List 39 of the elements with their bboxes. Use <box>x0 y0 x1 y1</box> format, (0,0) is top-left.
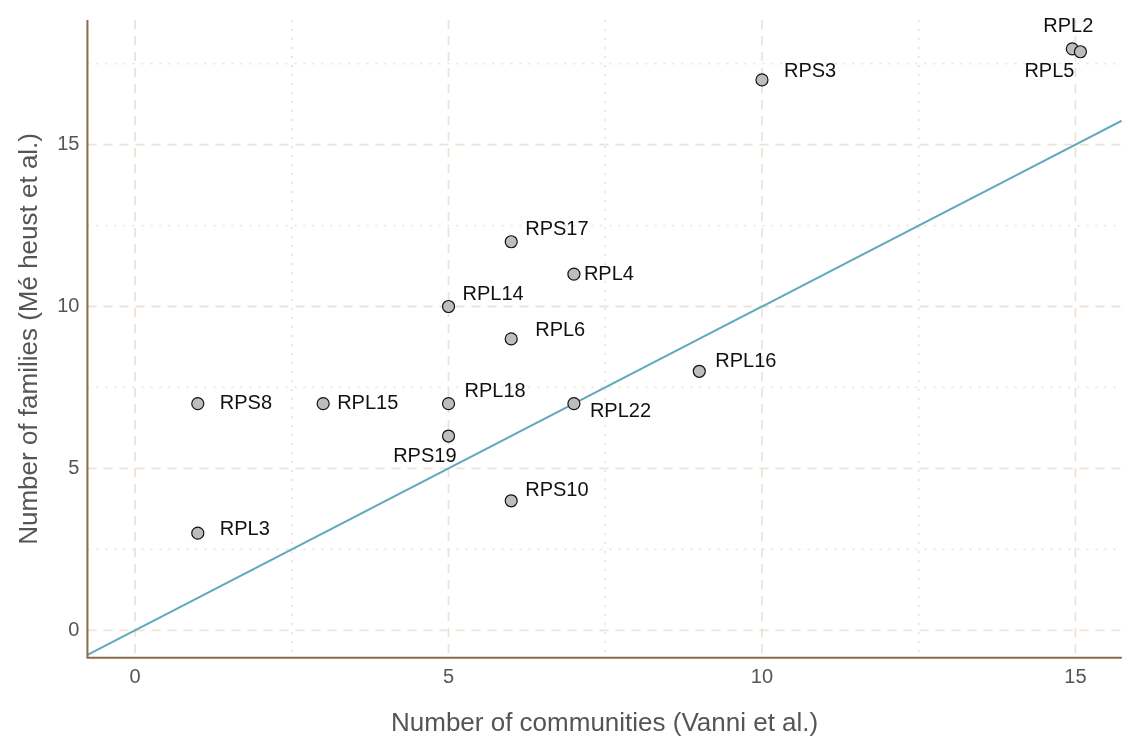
y-tick-label: 10 <box>57 294 80 317</box>
annotation: RPL5 <box>1024 59 1075 82</box>
annotation: RPL15 <box>337 391 399 414</box>
x-tick-label: 0 <box>129 665 141 688</box>
point <box>755 73 769 87</box>
annotation: RPL16 <box>715 348 777 371</box>
annotation: RPL3 <box>219 516 270 539</box>
annotation: RPS19 <box>393 443 457 466</box>
point <box>567 267 581 281</box>
x-axis-title: Number of communities (Vanni et al.) <box>391 706 819 737</box>
annotation: RPL18 <box>464 379 526 402</box>
point <box>1073 45 1088 59</box>
annotation: RPS3 <box>783 59 837 82</box>
annotation: RPL2 <box>1043 14 1094 37</box>
point <box>441 397 456 411</box>
point <box>504 332 518 346</box>
annotation: RPL4 <box>583 261 634 284</box>
x-tick-label: 5 <box>442 665 455 688</box>
point <box>191 397 205 411</box>
annotation: RPS17 <box>525 217 589 240</box>
point <box>504 235 518 249</box>
x-tick-label: 10 <box>750 665 774 688</box>
annotation: RPL14 <box>462 282 524 305</box>
point <box>504 494 518 508</box>
y-axis-title: Number of families (Mé heust et al.) <box>12 132 43 545</box>
point <box>316 397 330 411</box>
y-tick-label: 5 <box>68 455 80 478</box>
point <box>567 397 581 411</box>
annotation: RPL22 <box>589 399 652 422</box>
annotation: RPS8 <box>219 391 273 414</box>
point <box>441 429 456 443</box>
y-tick-label: 0 <box>68 617 80 640</box>
y-tick-label: 15 <box>57 132 80 155</box>
point <box>441 299 456 314</box>
x-tick-label: 15 <box>1064 665 1087 688</box>
point <box>191 526 205 540</box>
annotation: RPL6 <box>535 318 586 341</box>
point <box>692 364 706 378</box>
annotation: RPS10 <box>525 478 589 501</box>
